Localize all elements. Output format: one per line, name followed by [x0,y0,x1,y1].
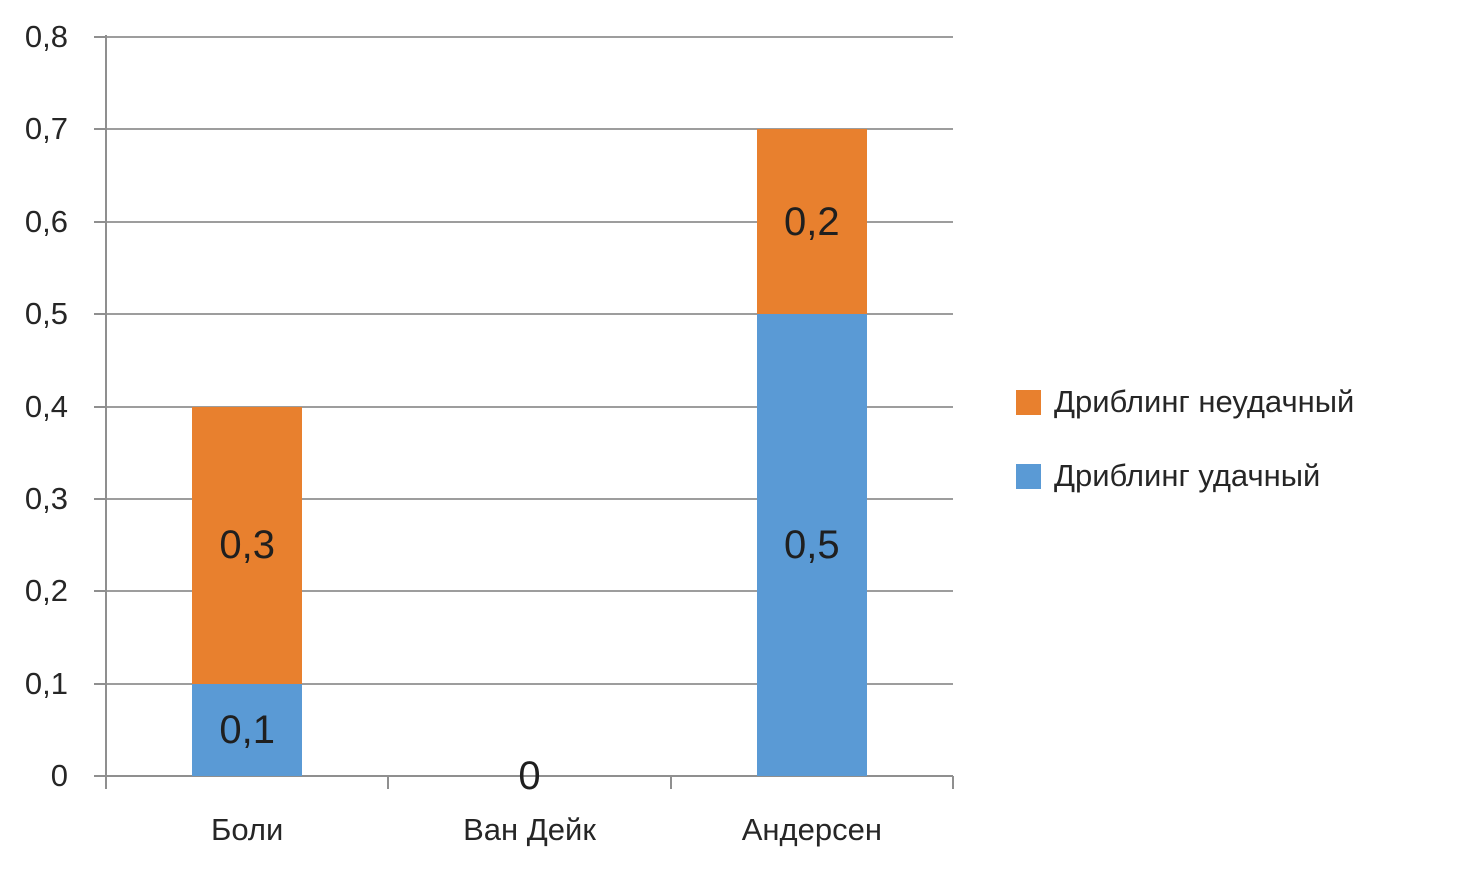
bar-data-label: 0,1 [219,707,275,752]
y-axis-tick-label: 0,2 [24,573,68,609]
x-axis-tick [387,776,390,789]
y-axis-tick-label: 0,4 [24,388,68,424]
y-axis-tick [94,36,106,38]
y-axis-tick [94,313,106,316]
x-axis-line [94,775,953,777]
y-axis-tick [94,497,106,500]
bar-data-label: 0,2 [784,199,840,244]
y-axis-tick [94,128,106,131]
y-axis-tick-label: 0,7 [24,111,68,147]
x-axis-tick [105,776,107,789]
y-axis-tick [94,220,106,223]
y-gridline [106,497,953,500]
legend-label: Дриблинг неудачный [1054,384,1355,419]
y-axis-line [105,35,107,789]
y-axis-tick-label: 0 [50,758,68,793]
bar-segment-3 [756,314,867,776]
bar-data-label: 0,5 [784,523,840,568]
legend-item-dribbling-unsuccessful: Дриблинг неудачный [1016,386,1354,418]
y-gridline [106,220,953,223]
y-gridline [106,36,953,38]
x-axis-tick [952,776,954,789]
y-axis-tick [94,590,106,593]
x-axis-category-label: Андерсен [741,812,882,847]
x-axis-category-label: Боли [211,812,284,847]
y-axis-tick-label: 0,5 [24,296,68,332]
bar-data-label: 0,3 [219,523,275,568]
legend-label: Дриблинг удачный [1054,458,1321,493]
x-axis-category-label: Ван Дейк [463,812,596,847]
y-axis-tick [94,405,106,408]
y-axis-tick-label: 0,1 [24,665,68,701]
y-gridline [106,405,953,408]
y-axis-tick-label: 0,8 [24,19,68,54]
legend-item-dribbling-successful: Дриблинг удачный [1016,460,1354,492]
y-gridline [106,590,953,593]
bar-segment-1 [192,406,303,684]
bar-segment-1 [192,683,303,776]
bar-segment-3 [756,129,867,315]
bar-data-label: 0 [518,754,541,798]
y-gridline [106,682,953,685]
legend: Дриблинг неудачный Дриблинг удачный [1016,386,1354,492]
legend-swatch-blue [1016,463,1041,489]
y-axis-tick [94,682,106,685]
y-axis-tick-label: 0,3 [24,480,68,516]
x-axis-tick [669,776,672,789]
y-axis-tick-label: 0,6 [24,203,68,239]
y-gridline [106,313,953,316]
legend-swatch-orange [1016,389,1041,415]
y-gridline [106,128,953,131]
